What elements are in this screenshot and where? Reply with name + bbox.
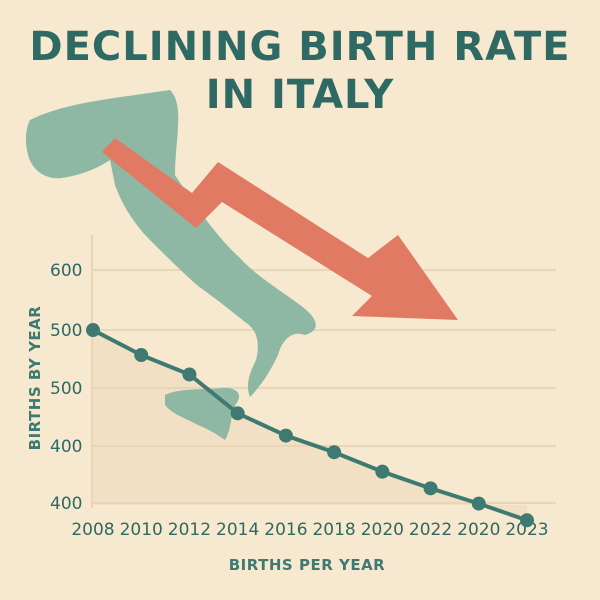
x-tick-label: 2008 [71,520,114,540]
x-tick-label: 2010 [120,520,163,540]
chart-title-line-1: DECLINING BIRTH RATE [29,24,571,70]
x-tick-label: 2018 [312,520,355,540]
data-point [86,323,100,338]
x-tick-label: 2014 [216,520,259,540]
y-axis-label: BIRTHS BY YEAR [26,306,44,451]
data-point [134,348,149,363]
x-axis-ticks: 2008 2010 2012 2014 2016 2018 2020 2022 2020 2023 [71,520,548,540]
x-tick-label: 2016 [264,520,307,540]
x-axis-label: BIRTHS PER YEAR [229,556,385,574]
downward-trend-arrow-icon [102,138,458,320]
y-axis-ticks: 600 500 500 400 400 [50,261,82,514]
series-line [91,328,529,523]
y-tick-label: 400 [50,494,82,514]
y-tick-label: 500 [50,379,82,399]
x-tick-label: 2020 [361,520,404,540]
x-tick-label: 2012 [168,520,211,540]
x-tick-label: 2020 [457,520,500,540]
gridlines [91,235,556,508]
x-tick-label: 2023 [505,520,548,540]
chart-title-line-2: IN ITALY [205,72,395,118]
y-tick-label: 500 [50,321,82,341]
data-point [471,496,486,511]
x-tick-label: 2022 [409,520,452,540]
data-point [520,513,534,528]
data-point [327,445,342,460]
data-point [423,481,438,496]
data-point [182,367,197,382]
data-point [230,406,245,421]
data-point [375,464,390,479]
y-tick-label: 400 [50,437,82,457]
area-under-line [93,330,527,521]
series-points [86,323,534,528]
data-point [278,428,293,443]
y-tick-label: 600 [50,261,82,281]
